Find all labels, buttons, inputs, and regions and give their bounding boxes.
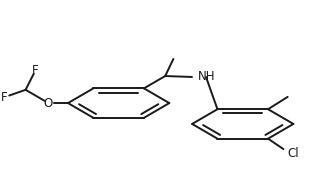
Text: NH: NH	[198, 70, 215, 83]
Text: F: F	[32, 64, 39, 77]
Text: F: F	[1, 91, 8, 104]
Text: O: O	[44, 97, 53, 110]
Text: Cl: Cl	[288, 147, 299, 160]
